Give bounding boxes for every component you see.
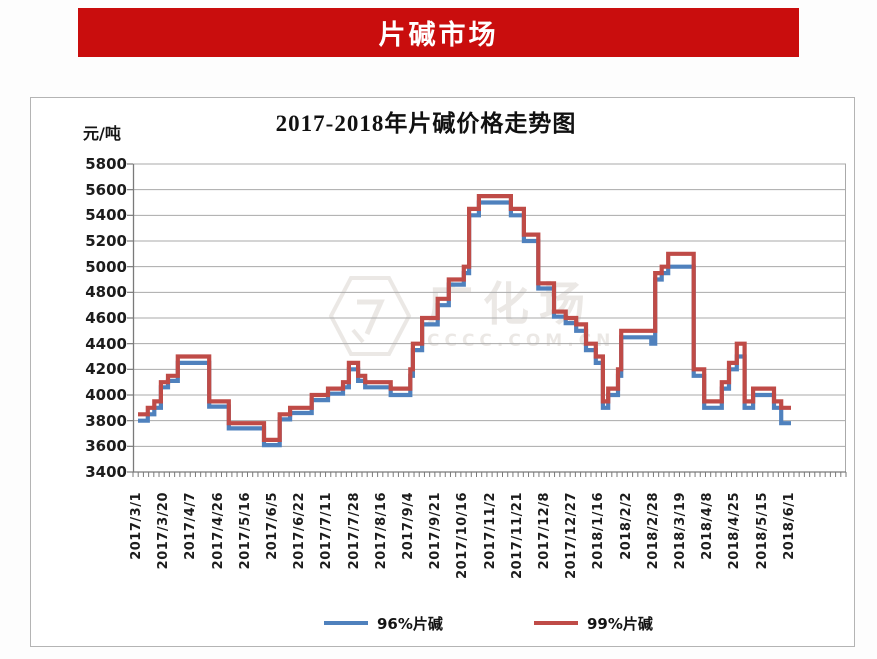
x-axis-label: 2018/6/1 (781, 492, 797, 560)
x-axis-label: 2018/4/25 (727, 492, 743, 570)
x-axis-label: 2017/10/16 (455, 492, 471, 579)
series-99-line (138, 194, 791, 442)
plot-svg (127, 163, 847, 477)
price-trend-chart: 2017-2018年片碱价格走势图 元/吨 广化场 CCCC.COM.CN 58… (30, 97, 855, 647)
legend: 96%片碱 99%片碱 (31, 608, 854, 638)
legend-label-96: 96%片碱 (377, 614, 443, 633)
y-axis-label: 4800 (85, 283, 127, 302)
series-96-line (138, 200, 791, 448)
y-axis-label: 4600 (85, 309, 127, 327)
y-axis-label: 4000 (85, 386, 127, 404)
x-axis-label: 2017/6/5 (265, 492, 280, 560)
x-axis-label: 2017/7/11 (319, 492, 335, 570)
x-axis-label: 2018/2/28 (645, 492, 661, 570)
y-axis-label: 3800 (85, 411, 127, 430)
legend-line-99-icon (534, 621, 578, 625)
y-axis-label: 5200 (85, 232, 127, 250)
y-axis-label: 5800 (85, 155, 127, 173)
x-axis-label: 2017/3/20 (156, 492, 172, 570)
legend-item-99: 99%片碱 (534, 608, 653, 638)
x-axis-label: 2017/12/27 (564, 492, 580, 579)
y-axis-label: 5000 (85, 257, 127, 276)
x-axis-label: 2017/4/26 (210, 492, 226, 570)
legend-line-96-icon (324, 621, 368, 625)
section-banner: 片碱市场 (78, 8, 799, 57)
banner-title: 片碱市场 (378, 20, 499, 51)
x-axis-label: 2017/7/28 (346, 492, 362, 570)
x-axis-label: 2018/4/8 (700, 492, 716, 560)
y-axis-unit-label: 元/吨 (83, 124, 121, 143)
x-axis-label: 2017/11/2 (482, 492, 498, 570)
x-axis-label: 2018/3/19 (673, 492, 688, 570)
legend-label-99: 99%片碱 (587, 614, 653, 633)
y-axis-label: 3400 (85, 463, 127, 481)
x-axis-label: 2017/4/7 (183, 492, 199, 560)
x-axis-label: 2018/1/16 (591, 492, 607, 570)
plot-area (127, 163, 847, 480)
x-axis-label: 2017/3/1 (129, 492, 144, 560)
legend-item-96: 96%片碱 (324, 608, 443, 638)
y-axis-label: 4400 (85, 334, 127, 353)
y-axis-label: 3600 (85, 437, 127, 456)
x-axis-label: 2017/9/21 (428, 492, 444, 570)
y-axis-label: 5600 (85, 180, 127, 199)
x-axis-label: 2018/2/2 (618, 492, 634, 560)
x-axis-label: 2017/12/8 (537, 492, 552, 570)
x-axis-label: 2017/6/22 (292, 492, 308, 570)
x-axis-label: 2017/5/16 (237, 492, 253, 570)
y-axis-label: 4200 (85, 360, 127, 379)
x-axis-label: 2017/8/16 (373, 492, 389, 570)
x-axis-label: 2018/5/15 (754, 492, 770, 570)
x-axis-label: 2017/11/21 (509, 492, 525, 579)
y-axis-label: 5400 (85, 206, 127, 225)
chart-title: 2017-2018年片碱价格走势图 (275, 111, 577, 136)
x-axis-label: 2017/9/4 (401, 492, 416, 560)
